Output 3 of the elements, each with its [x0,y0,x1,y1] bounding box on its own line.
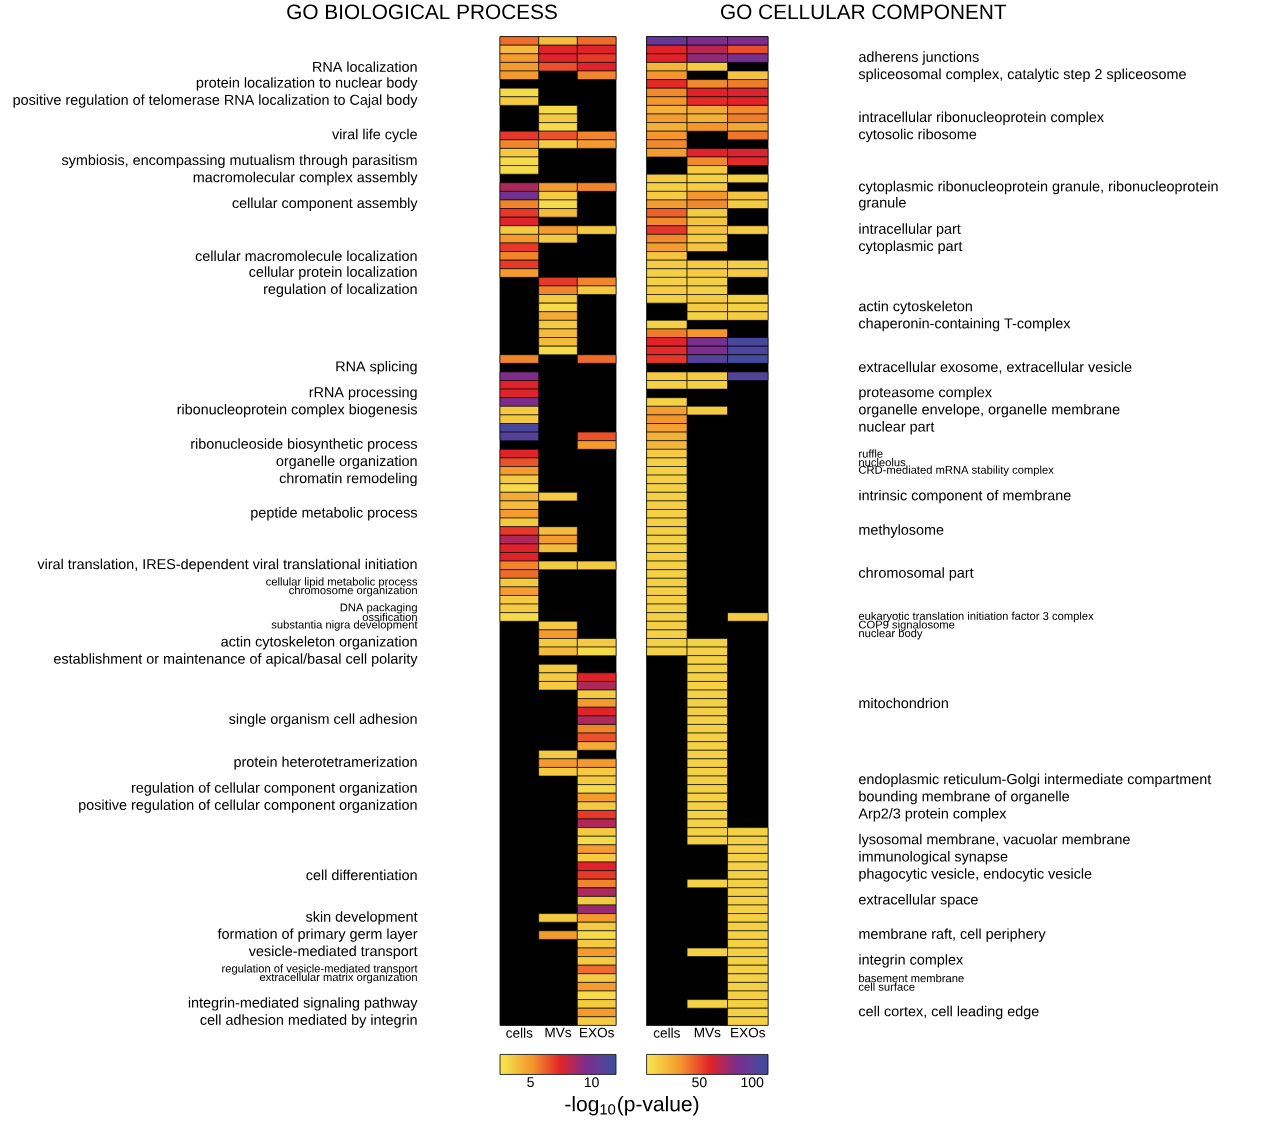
text: GO CELLULAR COMPONENT [721,4,1007,20]
chart-title: GO BIOLOGICAL PROCESS [287,4,557,20]
color-bar-title: -log$_{10}$(p-value) [565,1095,699,1116]
